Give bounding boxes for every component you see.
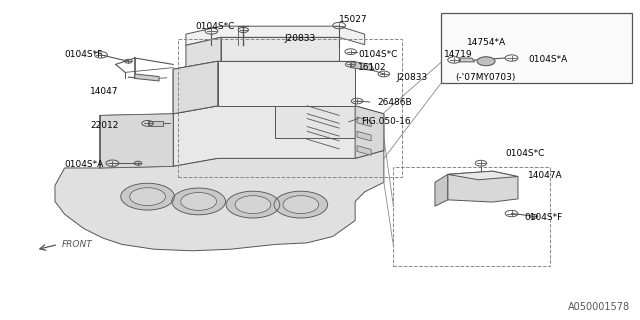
Polygon shape — [275, 106, 355, 138]
Circle shape — [226, 191, 280, 218]
Text: 0104S*A: 0104S*A — [65, 160, 104, 169]
Text: FRONT: FRONT — [61, 240, 92, 249]
Circle shape — [477, 57, 495, 66]
Polygon shape — [186, 37, 221, 69]
Text: 0104S*C: 0104S*C — [505, 149, 545, 158]
Polygon shape — [351, 61, 374, 71]
Polygon shape — [221, 37, 339, 61]
Text: 26486B: 26486B — [378, 98, 412, 107]
Text: (-'07MY0703): (-'07MY0703) — [456, 73, 516, 82]
Polygon shape — [55, 150, 384, 251]
Circle shape — [121, 183, 174, 210]
Polygon shape — [357, 146, 371, 155]
Text: 14754*A: 14754*A — [467, 38, 506, 47]
Polygon shape — [357, 117, 371, 126]
Polygon shape — [218, 61, 355, 106]
Text: J20833: J20833 — [285, 35, 316, 44]
Text: FIG.050-16: FIG.050-16 — [362, 116, 411, 126]
Polygon shape — [135, 74, 159, 81]
Text: 0104S*F: 0104S*F — [65, 50, 103, 59]
Circle shape — [180, 193, 216, 210]
Text: 14047: 14047 — [90, 87, 118, 96]
Polygon shape — [186, 26, 365, 45]
Text: 0104S*C: 0104S*C — [358, 50, 397, 59]
Polygon shape — [448, 171, 518, 202]
Polygon shape — [173, 61, 218, 114]
Bar — [442, 13, 632, 83]
Polygon shape — [460, 58, 474, 62]
Circle shape — [172, 188, 225, 215]
Text: 14047A: 14047A — [528, 171, 563, 180]
Polygon shape — [435, 174, 448, 206]
Text: 0104S*F: 0104S*F — [524, 213, 563, 222]
Text: 16102: 16102 — [358, 63, 387, 72]
FancyBboxPatch shape — [149, 121, 163, 125]
Text: J20833: J20833 — [397, 73, 428, 82]
Bar — [394, 167, 550, 266]
Circle shape — [235, 196, 271, 213]
Text: 0104S*A: 0104S*A — [528, 55, 568, 64]
Text: 22012: 22012 — [90, 121, 118, 130]
Polygon shape — [173, 61, 218, 114]
Polygon shape — [173, 61, 355, 69]
Polygon shape — [100, 114, 173, 168]
Circle shape — [130, 188, 166, 205]
Text: 0104S*C: 0104S*C — [195, 22, 235, 31]
Text: 14719: 14719 — [444, 50, 472, 59]
Text: 15027: 15027 — [339, 15, 368, 24]
Polygon shape — [448, 171, 518, 180]
Bar — [178, 39, 402, 177]
Polygon shape — [100, 106, 384, 168]
Text: A050001578: A050001578 — [568, 302, 630, 312]
Polygon shape — [355, 106, 384, 158]
Circle shape — [274, 191, 328, 218]
Circle shape — [283, 196, 319, 213]
Polygon shape — [357, 131, 371, 141]
